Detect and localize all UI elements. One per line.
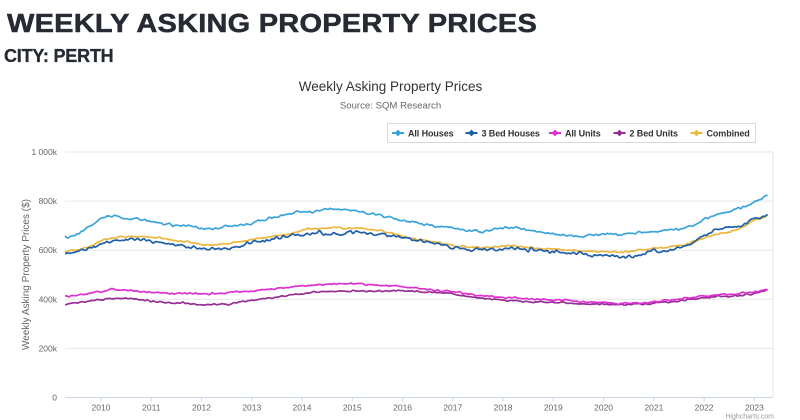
svg-text:All Houses: All Houses xyxy=(408,129,454,139)
svg-text:1 000k: 1 000k xyxy=(31,147,57,157)
svg-text:Source: SQM Research: Source: SQM Research xyxy=(340,101,441,112)
svg-text:2022: 2022 xyxy=(695,403,714,413)
svg-text:200k: 200k xyxy=(39,343,58,353)
svg-text:400k: 400k xyxy=(39,294,58,304)
svg-text:800k: 800k xyxy=(39,196,58,206)
svg-text:2019: 2019 xyxy=(544,403,563,413)
svg-text:All Units: All Units xyxy=(565,129,601,139)
svg-text:2016: 2016 xyxy=(393,403,412,413)
svg-text:2011: 2011 xyxy=(142,403,161,413)
svg-text:3 Bed Houses: 3 Bed Houses xyxy=(482,129,540,139)
svg-text:2021: 2021 xyxy=(644,403,663,413)
svg-text:2020: 2020 xyxy=(594,403,613,413)
svg-text:2015: 2015 xyxy=(343,403,362,413)
svg-text:0: 0 xyxy=(52,393,57,403)
svg-text:600k: 600k xyxy=(39,245,58,255)
svg-text:2013: 2013 xyxy=(242,403,261,413)
svg-text:2010: 2010 xyxy=(92,403,111,413)
svg-text:2018: 2018 xyxy=(494,403,513,413)
svg-text:2 Bed Units: 2 Bed Units xyxy=(630,129,679,139)
svg-text:2012: 2012 xyxy=(192,403,211,413)
svg-text:Weekly Asking Property Prices: Weekly Asking Property Prices ($) xyxy=(21,199,32,350)
svg-text:2017: 2017 xyxy=(443,403,462,413)
svg-text:Weekly Asking Property Prices: Weekly Asking Property Prices xyxy=(299,79,483,94)
svg-text:2023: 2023 xyxy=(745,403,764,413)
svg-text:2014: 2014 xyxy=(293,403,312,413)
svg-text:Highcharts.com: Highcharts.com xyxy=(725,414,774,420)
svg-text:Combined: Combined xyxy=(707,129,750,139)
